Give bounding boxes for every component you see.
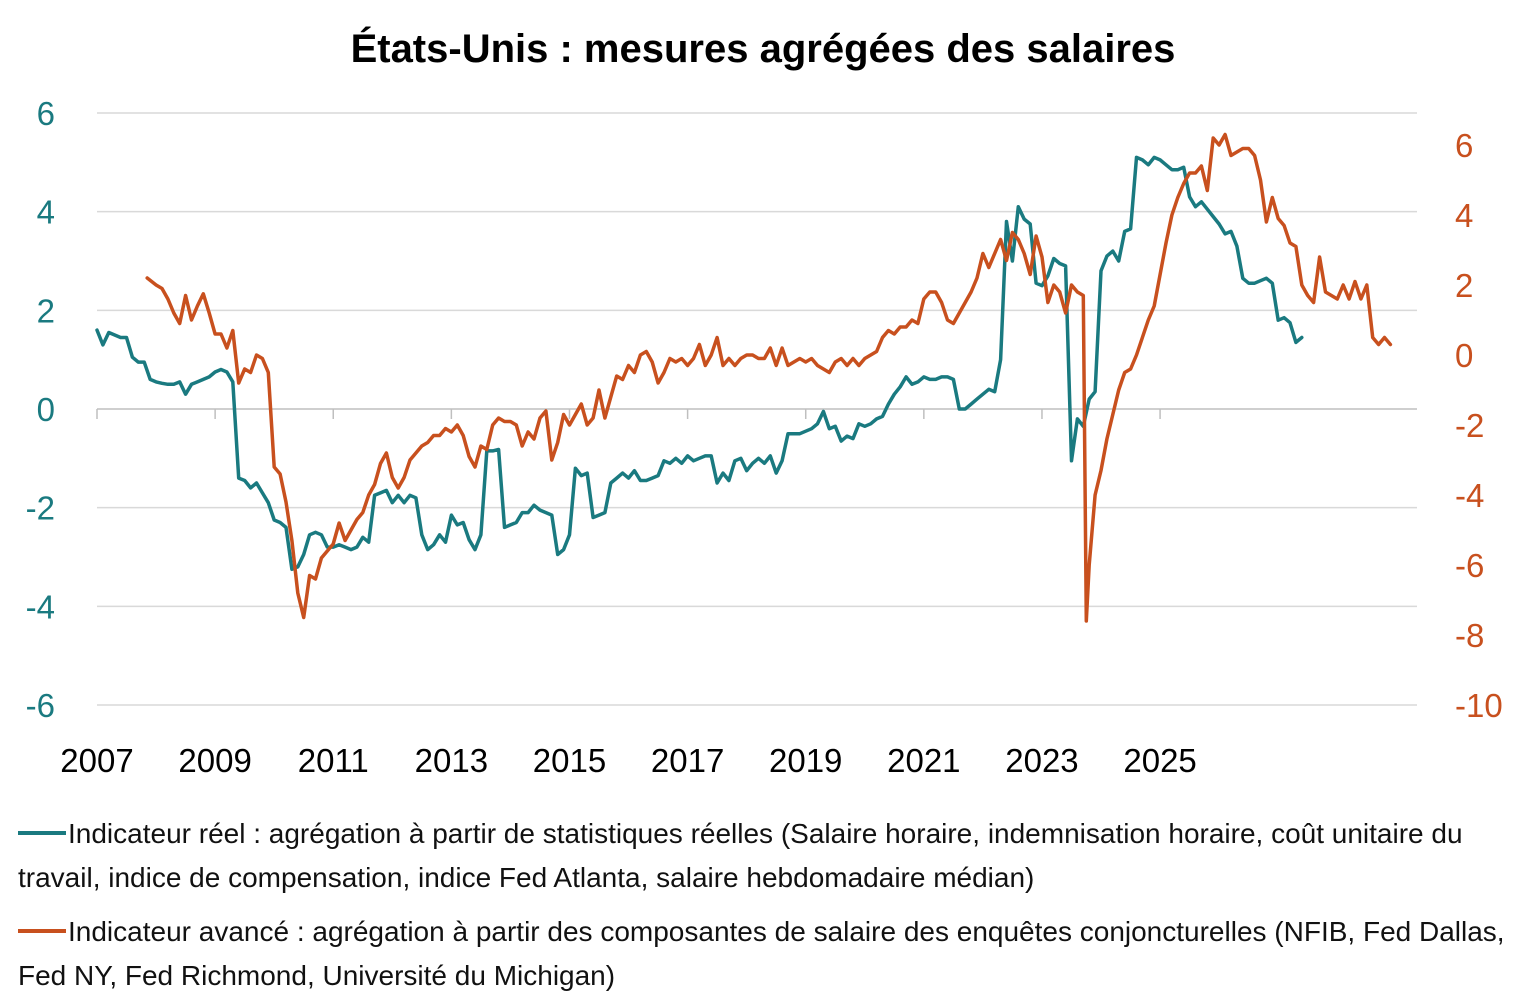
legend-label-advanced: Indicateur avancé : agrégation à partir … bbox=[18, 916, 1505, 991]
right-tick-label: -8 bbox=[1455, 617, 1484, 654]
left-tick-label: 0 bbox=[37, 391, 55, 428]
legend-item-advanced: Indicateur avancé : agrégation à partir … bbox=[18, 910, 1518, 998]
right-tick-label: 2 bbox=[1455, 267, 1473, 304]
gridlines bbox=[97, 112, 1417, 706]
x-tick-label: 2013 bbox=[415, 742, 488, 779]
series-line-advanced bbox=[145, 132, 1393, 623]
right-tick-label: 0 bbox=[1455, 337, 1473, 374]
chart-title: États-Unis : mesures agrégées des salair… bbox=[351, 26, 1176, 71]
legend-item-real: Indicateur réel : agrégation à partir de… bbox=[18, 812, 1518, 900]
x-tick-label: 2019 bbox=[769, 742, 842, 779]
right-tick-label: -10 bbox=[1455, 687, 1503, 724]
chart: États-Unis : mesures agrégées des salair… bbox=[26, 26, 1503, 779]
x-tick-label: 2015 bbox=[533, 742, 606, 779]
right-tick-label: -4 bbox=[1455, 477, 1484, 514]
legend-swatch-advanced bbox=[18, 928, 66, 933]
left-tick-label: 6 bbox=[37, 95, 55, 132]
left-tick-label: -2 bbox=[26, 490, 55, 527]
series-lines bbox=[95, 132, 1393, 623]
left-tick-label: -4 bbox=[26, 588, 55, 625]
right-axis-ticks: 6 4 2 0 -2 -4 -6 -8 -10 bbox=[1455, 127, 1503, 724]
right-tick-label: 4 bbox=[1455, 197, 1473, 234]
x-tick-label: 2009 bbox=[178, 742, 251, 779]
legend-label-real: Indicateur réel : agrégation à partir de… bbox=[18, 818, 1463, 893]
right-tick-label: 6 bbox=[1455, 127, 1473, 164]
left-tick-label: 2 bbox=[37, 292, 55, 329]
right-tick-label: -6 bbox=[1455, 547, 1484, 584]
x-axis-ticks: 2007 2009 2011 2013 2015 2017 2019 2021 2023 2025 bbox=[60, 409, 1197, 779]
x-tick-label: 2021 bbox=[887, 742, 960, 779]
left-tick-label: -6 bbox=[26, 687, 55, 724]
x-tick-label: 2023 bbox=[1005, 742, 1078, 779]
legend-swatch-real bbox=[18, 830, 66, 835]
x-tick-label: 2007 bbox=[60, 742, 133, 779]
x-tick-label: 2025 bbox=[1123, 742, 1196, 779]
x-tick-label: 2011 bbox=[298, 742, 369, 779]
x-tick-label: 2017 bbox=[651, 742, 724, 779]
left-axis-ticks: 6 4 2 0 -2 -4 -6 bbox=[26, 95, 55, 724]
series-line-real bbox=[95, 155, 1304, 572]
right-tick-label: -2 bbox=[1455, 407, 1484, 444]
left-tick-label: 4 bbox=[37, 194, 55, 231]
